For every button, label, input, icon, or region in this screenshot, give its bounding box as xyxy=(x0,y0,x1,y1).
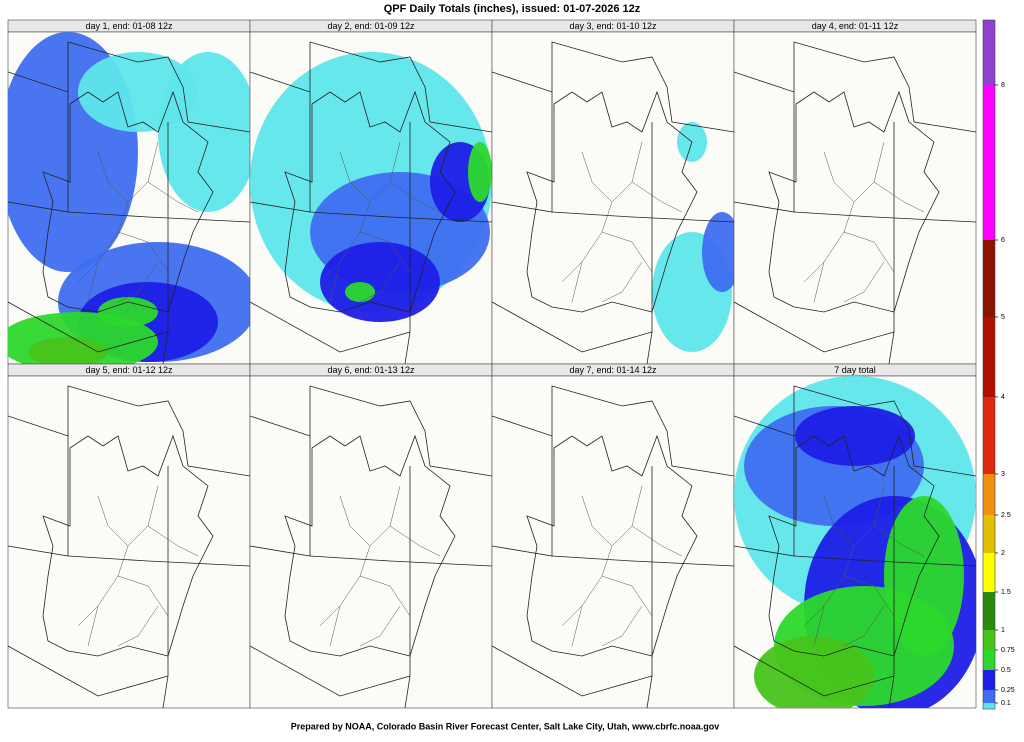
panel-grid: day 1, end: 01-08 12z day 2, end: 01-09 1… xyxy=(7,19,977,709)
precip-area xyxy=(158,52,250,212)
precip-layer xyxy=(8,32,250,364)
precip-area xyxy=(28,337,108,364)
legend-swatch xyxy=(983,397,995,474)
footer-credit: Prepared by NOAA, Colorado Basin River F… xyxy=(291,721,720,731)
legend-level-label: 6 xyxy=(1001,237,1005,244)
panel-label: day 2, end: 01-09 12z xyxy=(327,21,415,31)
legend-level-label: 1.5 xyxy=(1001,589,1011,596)
legend-swatch xyxy=(983,592,995,630)
map-background xyxy=(7,375,251,709)
legend-swatch xyxy=(983,515,995,553)
legend-swatch xyxy=(983,474,995,515)
legend-level-label: 4 xyxy=(1001,394,1005,401)
legend-swatch xyxy=(983,85,995,240)
map-background xyxy=(733,31,977,365)
legend-swatch xyxy=(983,20,995,85)
map-panel: day 3, end: 01-10 12z xyxy=(491,19,735,365)
precip-area xyxy=(468,142,492,202)
legend-level-label: 2 xyxy=(1001,550,1005,557)
legend-level-label: 0.5 xyxy=(1001,667,1011,674)
precip-area xyxy=(754,636,874,708)
legend-level-label: 3 xyxy=(1001,471,1005,478)
panel-label: day 6, end: 01-13 12z xyxy=(327,365,415,375)
precip-layer xyxy=(492,42,734,364)
map-panel: day 2, end: 01-09 12z xyxy=(249,19,493,365)
legend-swatch xyxy=(983,670,995,690)
precip-layer xyxy=(250,42,492,364)
map-panel: day 5, end: 01-12 12z xyxy=(7,363,251,709)
legend-level-label: 0.75 xyxy=(1001,647,1015,654)
legend-swatch xyxy=(983,650,995,670)
precip-layer xyxy=(734,376,976,708)
precip-area xyxy=(345,282,375,302)
panel-label: day 5, end: 01-12 12z xyxy=(85,365,173,375)
legend-swatch xyxy=(983,240,995,317)
map-background xyxy=(491,375,735,709)
legend-swatch xyxy=(983,703,995,709)
page-title: QPF Daily Totals (inches), issued: 01-07… xyxy=(384,3,641,15)
panel-label: day 4, end: 01-11 12z xyxy=(812,21,899,31)
legend-level-label: 5 xyxy=(1001,314,1005,321)
legend-swatch xyxy=(983,553,995,592)
legend-level-label: 8 xyxy=(1001,82,1005,89)
precip-area xyxy=(702,212,734,292)
panel-label: day 7, end: 01-14 12z xyxy=(569,365,657,375)
map-panel: 7 day total xyxy=(733,363,977,709)
map-panel: day 6, end: 01-13 12z xyxy=(249,363,493,709)
map-panel: day 1, end: 01-08 12z xyxy=(7,19,251,365)
panel-label: 7 day total xyxy=(834,365,876,375)
legend-level-label: 1 xyxy=(1001,627,1005,634)
legend-swatch xyxy=(983,630,995,650)
legend-level-label: 0.25 xyxy=(1001,687,1015,694)
map-background xyxy=(249,375,493,709)
map-panel: day 4, end: 01-11 12z xyxy=(733,19,977,365)
legend-swatch xyxy=(983,317,995,397)
panel-label: day 1, end: 01-08 12z xyxy=(85,21,173,31)
precip-area xyxy=(320,242,440,322)
color-legend: 0.1 0.25 0.5 0.75 1 1.5 2 2.5 3 4 5 6 8 xyxy=(982,19,1015,710)
legend-level-label: 2.5 xyxy=(1001,512,1011,519)
panel-label: day 3, end: 01-10 12z xyxy=(569,21,657,31)
legend-swatch xyxy=(983,690,995,703)
precip-area xyxy=(98,297,158,327)
precip-area xyxy=(884,496,964,656)
precip-area xyxy=(795,406,915,466)
legend-level-label: 0.1 xyxy=(1001,700,1011,707)
map-panel: day 7, end: 01-14 12z xyxy=(491,363,735,709)
legend-frame xyxy=(982,19,996,710)
